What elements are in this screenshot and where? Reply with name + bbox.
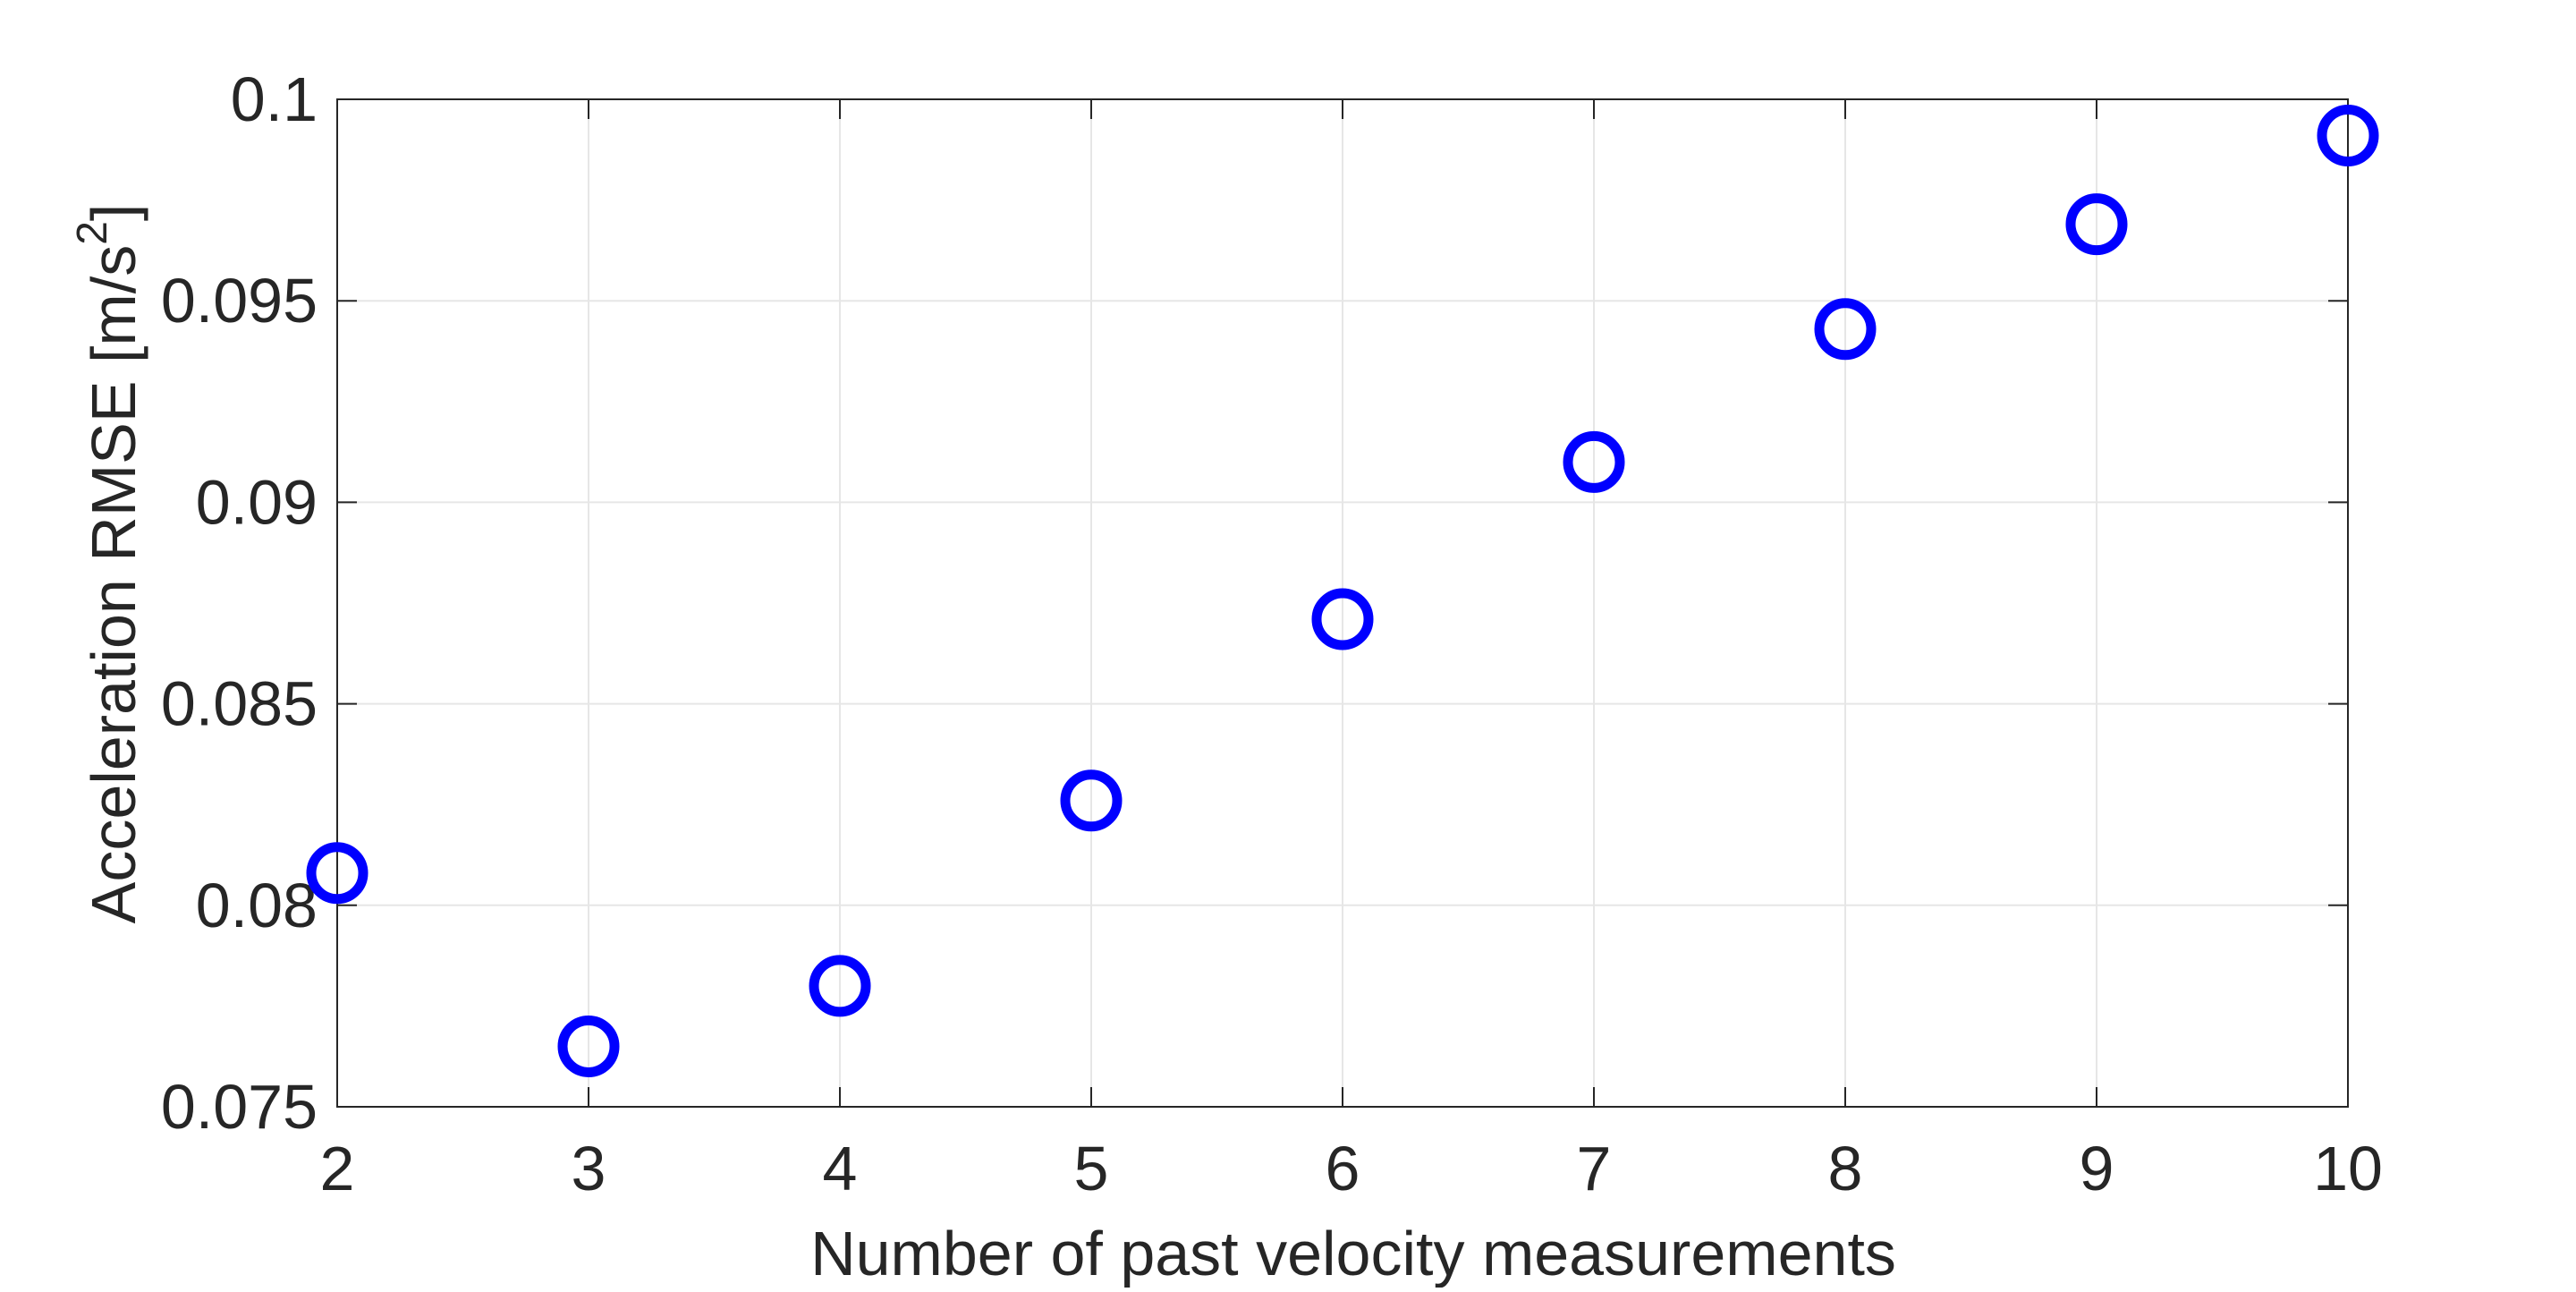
y-tick-label: 0.09 [196,467,318,537]
grid-lines [336,98,2349,1108]
x-tick-label: 7 [1577,1134,1612,1203]
data-point-marker [1311,588,1374,650]
y-tick-label: 0.095 [161,266,318,336]
data-point-marker [1814,298,1877,361]
x-tick-label: 6 [1326,1134,1360,1203]
data-point-marker [306,842,369,905]
data-point-marker [809,955,871,1017]
x-tick-label: 10 [2313,1134,2383,1203]
data-point-marker [2065,193,2128,256]
data-point-marker [557,1015,620,1077]
axis-ticks [336,98,2349,1108]
y-tick-labels: 0.075 0.08 0.085 0.09 0.095 0.1 [161,64,318,1142]
y-axis-label-close: ] [79,204,148,221]
x-tick-label: 8 [1828,1134,1863,1203]
data-point-marker [1060,769,1123,832]
data-points [306,105,2379,1077]
y-axis-label-main: Acceleration RMSE [m/s [79,245,148,924]
y-tick-label: 0.1 [231,64,318,134]
y-tick-label: 0.08 [196,871,318,940]
x-tick-label: 9 [2080,1134,2114,1203]
y-tick-label: 0.085 [161,669,318,739]
y-tick-label: 0.075 [161,1072,318,1142]
x-tick-labels: 2 3 4 5 6 7 8 9 10 [320,1134,2383,1203]
data-point-marker [1563,430,1625,493]
x-tick-label: 4 [823,1134,858,1203]
x-tick-label: 2 [320,1134,355,1203]
x-tick-label: 3 [572,1134,606,1203]
x-tick-label: 5 [1074,1134,1109,1203]
y-axis-label: Acceleration RMSE [m/s2] [69,204,148,924]
x-axis-label: Number of past velocity measurements [810,1219,1896,1288]
y-axis-label-superscript: 2 [69,221,116,245]
data-point-marker [2317,105,2379,167]
